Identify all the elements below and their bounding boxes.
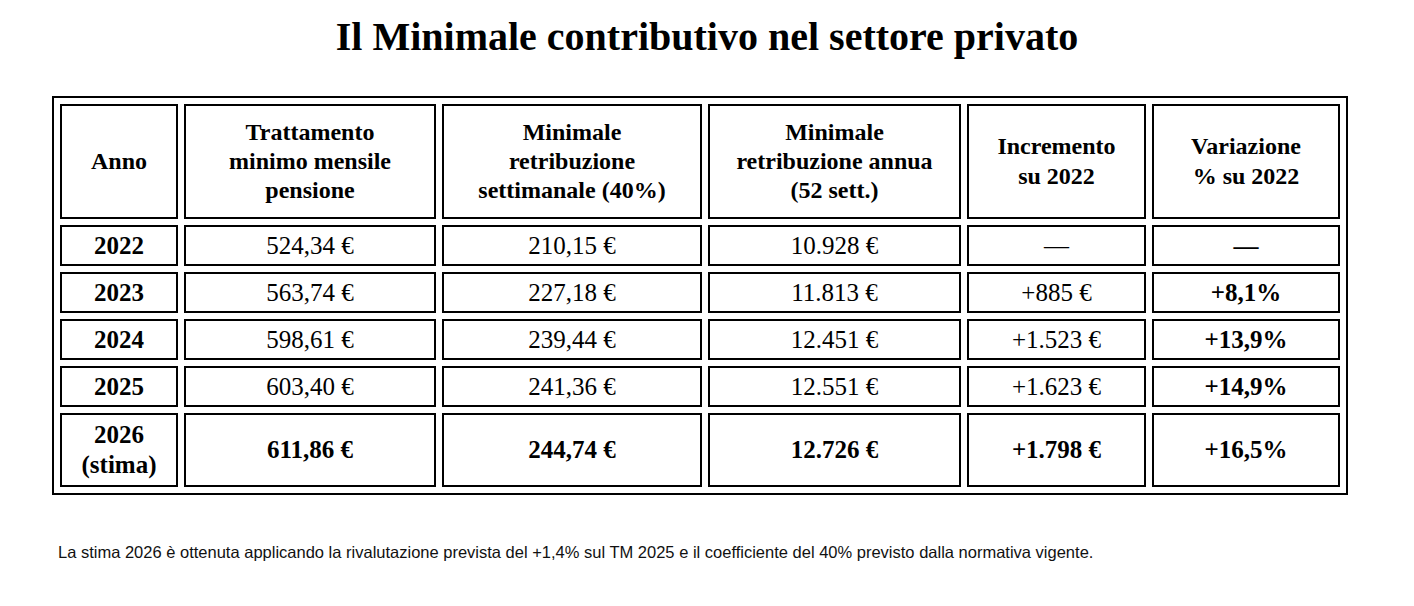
table-row-2026-stima: 2026 (stima) 611,86 € 244,74 € 12.726 € … bbox=[60, 413, 1340, 487]
cell-incremento: +1.523 € bbox=[967, 319, 1146, 360]
cell-retribuzione-annua: 10.928 € bbox=[708, 225, 961, 266]
cell-incremento: — bbox=[967, 225, 1146, 266]
table-row-2025: 2025 603,40 € 241,36 € 12.551 € +1.623 €… bbox=[60, 366, 1340, 407]
cell-trattamento-minimo: 598,61 € bbox=[184, 319, 436, 360]
header-variazione-label: Variazione % su 2022 bbox=[1177, 132, 1315, 191]
header-anno-label: Anno bbox=[91, 147, 147, 176]
cell-anno: 2023 bbox=[60, 272, 178, 313]
cell-incremento: +885 € bbox=[967, 272, 1146, 313]
cell-anno: 2026 (stima) bbox=[60, 413, 178, 487]
header-trattamento-minimo-label: Trattamento minimo mensile pensione bbox=[216, 118, 404, 206]
cell-trattamento-minimo: 524,34 € bbox=[184, 225, 436, 266]
cell-trattamento-minimo: 611,86 € bbox=[184, 413, 436, 487]
header-retribuzione-annua-label: Minimale retribuzione annua (52 sett.) bbox=[736, 118, 934, 206]
cell-retribuzione-settimanale: 244,74 € bbox=[442, 413, 702, 487]
cell-variazione: +13,9% bbox=[1152, 319, 1340, 360]
cell-retribuzione-settimanale: 227,18 € bbox=[442, 272, 702, 313]
page: Il Minimale contributivo nel settore pri… bbox=[0, 13, 1414, 606]
minimale-contributivo-table: Anno Trattamento minimo mensile pensione… bbox=[52, 96, 1348, 495]
table-row-2022: 2022 524,34 € 210,15 € 10.928 € — — bbox=[60, 225, 1340, 266]
cell-variazione: +14,9% bbox=[1152, 366, 1340, 407]
cell-retribuzione-annua: 12.726 € bbox=[708, 413, 961, 487]
cell-trattamento-minimo: 563,74 € bbox=[184, 272, 436, 313]
cell-retribuzione-annua: 11.813 € bbox=[708, 272, 961, 313]
header-incremento: Incremento su 2022 bbox=[967, 104, 1146, 219]
header-retribuzione-settimanale-label: Minimale retribuzione settimanale (40%) bbox=[461, 118, 683, 206]
table-row-2023: 2023 563,74 € 227,18 € 11.813 € +885 € +… bbox=[60, 272, 1340, 313]
cell-anno: 2022 bbox=[60, 225, 178, 266]
header-incremento-label: Incremento su 2022 bbox=[988, 132, 1126, 191]
footnote: La stima 2026 è ottenuta applicando la r… bbox=[58, 539, 1293, 566]
table-header-row: Anno Trattamento minimo mensile pensione… bbox=[60, 104, 1340, 219]
cell-incremento: +1.798 € bbox=[967, 413, 1146, 487]
cell-retribuzione-annua: 12.451 € bbox=[708, 319, 961, 360]
cell-variazione: — bbox=[1152, 225, 1340, 266]
header-anno: Anno bbox=[60, 104, 178, 219]
header-retribuzione-annua: Minimale retribuzione annua (52 sett.) bbox=[708, 104, 961, 219]
cell-retribuzione-settimanale: 210,15 € bbox=[442, 225, 702, 266]
header-trattamento-minimo: Trattamento minimo mensile pensione bbox=[184, 104, 436, 219]
cell-retribuzione-annua: 12.551 € bbox=[708, 366, 961, 407]
header-retribuzione-settimanale: Minimale retribuzione settimanale (40%) bbox=[442, 104, 702, 219]
cell-trattamento-minimo: 603,40 € bbox=[184, 366, 436, 407]
cell-retribuzione-settimanale: 241,36 € bbox=[442, 366, 702, 407]
cell-variazione: +16,5% bbox=[1152, 413, 1340, 487]
cell-retribuzione-settimanale: 239,44 € bbox=[442, 319, 702, 360]
header-variazione: Variazione % su 2022 bbox=[1152, 104, 1340, 219]
cell-anno: 2024 bbox=[60, 319, 178, 360]
cell-variazione: +8,1% bbox=[1152, 272, 1340, 313]
table-row-2024: 2024 598,61 € 239,44 € 12.451 € +1.523 €… bbox=[60, 319, 1340, 360]
cell-anno-label: 2026 (stima) bbox=[72, 420, 167, 480]
page-title: Il Minimale contributivo nel settore pri… bbox=[0, 13, 1414, 60]
cell-anno: 2025 bbox=[60, 366, 178, 407]
cell-incremento: +1.623 € bbox=[967, 366, 1146, 407]
